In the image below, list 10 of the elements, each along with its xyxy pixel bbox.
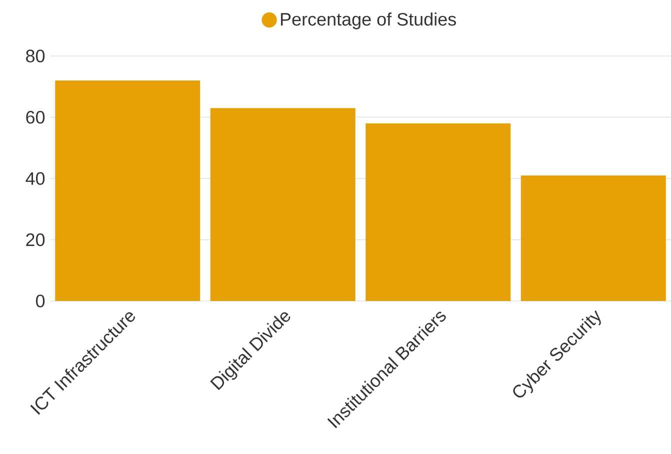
bar <box>210 108 356 302</box>
legend-label: Percentage of Studies <box>281 12 456 30</box>
y-tick-label: 40 <box>26 172 45 185</box>
bar <box>55 80 200 302</box>
bar <box>366 123 511 302</box>
y-tick-label: 60 <box>26 110 45 124</box>
y-tick-label: 0 <box>36 294 45 308</box>
y-tick-label: 20 <box>26 233 45 246</box>
bar <box>520 175 666 302</box>
y-tick-label: 80 <box>26 50 45 62</box>
